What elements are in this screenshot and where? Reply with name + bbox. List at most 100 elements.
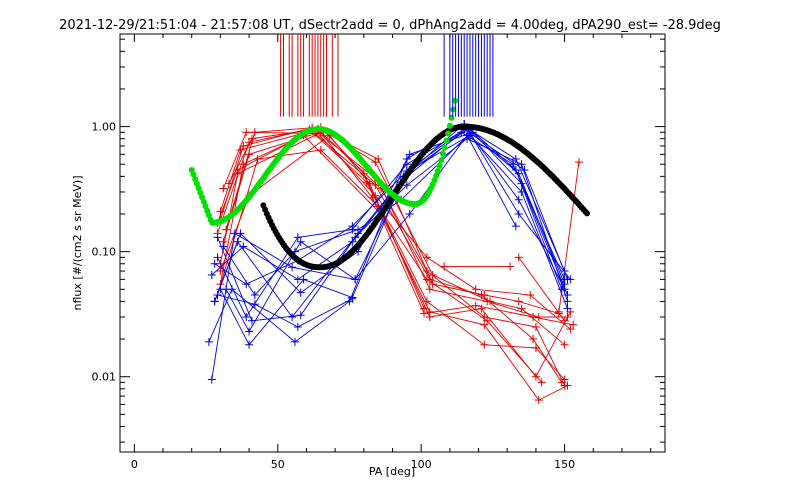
blue-data-point (296, 311, 305, 320)
green-model-dot (197, 189, 204, 196)
blue-data-point (242, 313, 251, 322)
y-axis-label: nflux [#/(cm2 s sr MeV)] (71, 176, 84, 311)
green-model-dot (438, 157, 445, 164)
data-layer (188, 34, 590, 405)
blue-data-point (463, 131, 472, 140)
red-data-point (537, 378, 546, 387)
red-data-point (529, 335, 538, 344)
blue-data-point (213, 253, 222, 262)
red-data-point (563, 381, 572, 390)
blue-data-point (207, 271, 216, 280)
x-tick-label: 100 (411, 458, 432, 471)
red-series-line (219, 127, 568, 318)
red-data-point (534, 396, 543, 405)
green-model-dot (202, 203, 209, 210)
red-data-point (554, 307, 563, 316)
blue-data-point (563, 304, 572, 313)
red-data-point (428, 280, 437, 289)
blue-data-point (296, 237, 305, 246)
red-data-point (316, 145, 325, 154)
green-model-dot (193, 180, 200, 187)
x-tick-label: 0 (131, 458, 138, 471)
red-data-point (560, 316, 569, 325)
red-data-point (239, 141, 248, 150)
blue-data-point (247, 316, 256, 325)
blue-data-point (348, 294, 357, 303)
green-model-dot (433, 172, 440, 179)
red-data-point (420, 304, 429, 313)
red-series-line (228, 128, 560, 314)
blue-data-point (236, 229, 245, 238)
blue-series-line (217, 294, 353, 328)
blue-data-point (296, 288, 305, 297)
blue-data-point (288, 313, 297, 322)
blue-data-point (222, 285, 231, 294)
blue-series-line (220, 123, 571, 346)
green-model-dot (446, 122, 453, 129)
red-data-point (225, 179, 233, 188)
green-model-dot (200, 198, 207, 205)
blue-data-point (242, 280, 251, 289)
y-tick-label: 1.00 (92, 121, 117, 134)
blue-data-point (514, 195, 523, 204)
blue-data-point (517, 187, 526, 196)
green-model-dot (440, 151, 446, 157)
red-data-point (471, 301, 480, 310)
red-data-point (428, 271, 437, 280)
blue-series-line (214, 128, 568, 285)
red-data-point (471, 285, 480, 294)
blue-data-point (288, 263, 297, 272)
blue-series-line (211, 131, 566, 280)
red-data-point (531, 322, 540, 331)
red-data-point (514, 253, 523, 262)
green-model-dot (205, 212, 212, 219)
green-model-dot (445, 130, 452, 137)
blue-data-point (517, 179, 526, 188)
red-series-line (217, 128, 565, 380)
blue-data-point (213, 291, 222, 300)
red-data-point (219, 184, 228, 193)
blue-data-point (405, 150, 414, 159)
blue-series-line (211, 128, 566, 380)
blue-series-line (214, 131, 568, 302)
x-tick-label: 50 (271, 458, 285, 471)
blue-data-point (250, 291, 259, 300)
black-model-dot (584, 210, 590, 217)
red-data-point (365, 179, 374, 188)
blue-data-point (219, 242, 228, 251)
red-data-point (526, 291, 535, 300)
blue-data-point (239, 242, 248, 251)
green-model-dot (192, 176, 199, 183)
red-series-line (219, 134, 425, 309)
blue-data-point (514, 210, 523, 219)
red-data-point (425, 285, 434, 294)
blue-data-point (560, 285, 569, 294)
x-axis-label: PA [deg] (369, 465, 415, 478)
blue-data-point (348, 222, 357, 231)
x-tick-label: 150 (554, 458, 575, 471)
blue-data-point (351, 275, 360, 284)
red-data-point (506, 262, 515, 271)
red-data-point (517, 304, 526, 313)
blue-data-point (293, 233, 302, 242)
blue-data-point (213, 233, 222, 242)
red-data-point (531, 343, 540, 352)
red-data-point (480, 340, 489, 349)
blue-data-point (210, 259, 219, 268)
blue-data-point (402, 181, 411, 190)
blue-data-point (354, 225, 363, 234)
red-data-point (371, 181, 380, 190)
green-model-dot (431, 177, 438, 184)
green-model-dot (436, 162, 443, 169)
axes-layer: 0 50 100 150 0.01 0.10 1.00 (92, 34, 665, 471)
blue-data-point (250, 300, 259, 309)
red-data-point (480, 320, 489, 329)
red-data-point (374, 155, 383, 164)
blue-data-point (290, 337, 299, 346)
blue-data-point (245, 340, 254, 349)
y-tick-label: 0.10 (92, 246, 117, 259)
red-data-point (566, 325, 575, 334)
y-tick-label: 0.01 (92, 371, 117, 384)
red-data-point (486, 297, 495, 306)
